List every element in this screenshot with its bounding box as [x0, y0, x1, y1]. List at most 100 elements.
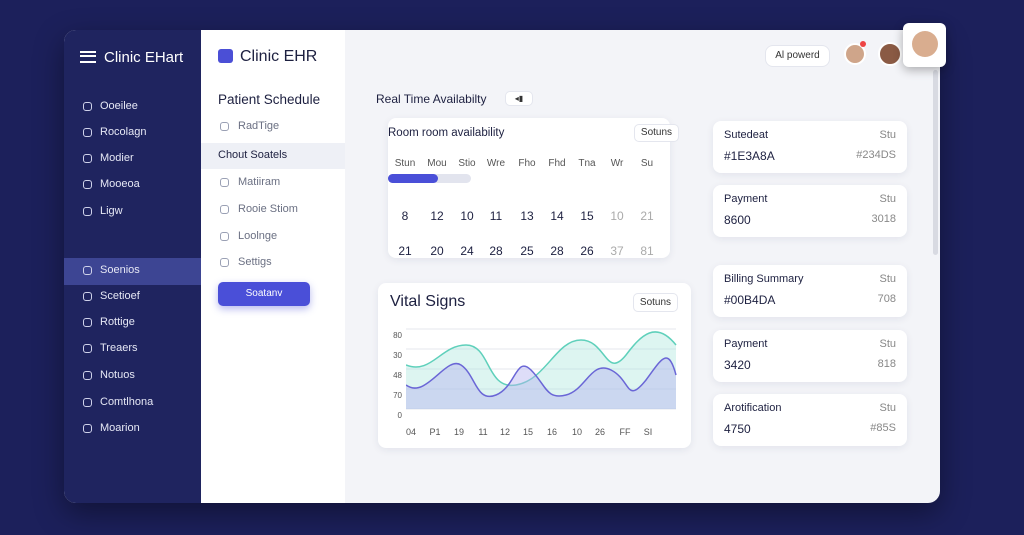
active-highlight	[64, 258, 201, 285]
primary-button[interactable]: Soatanv	[218, 282, 310, 306]
y-label: 48	[393, 371, 402, 380]
card-tag: Stu	[879, 402, 896, 414]
profile-card[interactable]	[903, 23, 946, 67]
nav-icon	[83, 424, 92, 433]
x-label: 15	[522, 427, 533, 437]
card-value: 3420	[724, 358, 751, 372]
nav-item[interactable]: Ooeilee	[100, 100, 138, 112]
date-cell[interactable]: 81	[640, 244, 654, 258]
nav-icon	[220, 205, 229, 214]
date-cell[interactable]: 26	[580, 244, 594, 258]
date-cell[interactable]: 8	[401, 209, 409, 223]
date-cell[interactable]: 21	[640, 209, 654, 223]
card-title: Room room availability	[388, 127, 505, 139]
date-cell[interactable]: 28	[489, 244, 503, 258]
nav-item[interactable]: Rottige	[100, 316, 135, 328]
logo-icon	[218, 49, 233, 63]
date-cell[interactable]: 21	[398, 244, 412, 258]
x-label: P1	[429, 427, 441, 437]
summary-card[interactable]: Payment Stu 8600 3018	[713, 185, 907, 237]
wave-line	[406, 331, 677, 386]
summary-card[interactable]: Arotification Stu 4750 #85S	[713, 394, 907, 446]
nav-item[interactable]: RadTige	[238, 120, 280, 132]
summary-card[interactable]: Sutedeat Stu #1E3A8A #234DS	[713, 121, 907, 173]
wave-area	[406, 331, 676, 409]
nav-icon	[83, 207, 92, 216]
nav-icon	[220, 232, 229, 241]
card-title: Payment	[724, 193, 768, 205]
day-label: Su	[640, 158, 654, 169]
card-tag: Stu	[879, 129, 896, 141]
nav-icon	[220, 122, 229, 131]
date-cell[interactable]: 10	[460, 209, 474, 223]
nav-icon	[83, 266, 92, 275]
nav-item[interactable]: Modier	[100, 152, 134, 164]
nav-item[interactable]: Notuos	[100, 369, 135, 381]
nav-item[interactable]: Comtlhona	[100, 396, 154, 408]
nav-icon	[83, 398, 92, 407]
card-title: Arotification	[724, 402, 782, 414]
date-cell[interactable]: 11	[489, 209, 503, 223]
card-aside: #234DS	[856, 149, 896, 161]
vitals-plot	[406, 328, 677, 410]
avatar[interactable]	[878, 42, 902, 66]
nav-icon	[83, 128, 92, 137]
nav-item[interactable]: Moarion	[100, 422, 140, 434]
card-value: #00B4DA	[724, 293, 776, 307]
nav-item[interactable]: Loolnge	[238, 230, 278, 242]
nav-icon	[83, 344, 92, 353]
nav-item[interactable]: Scetioef	[100, 290, 140, 302]
date-cell[interactable]: 12	[430, 209, 444, 223]
y-label: 80	[393, 331, 402, 340]
avatar	[911, 31, 938, 57]
filter-pill[interactable]: Sotuns	[633, 293, 678, 312]
toggle[interactable]: ◂▮	[505, 91, 533, 106]
app-window: Clinic EHart Ooeilee Rocolagn Modier Mooeoa…	[64, 30, 940, 503]
x-label: 16	[546, 427, 557, 437]
date-cell[interactable]: 15	[580, 209, 594, 223]
date-cell[interactable]: 13	[520, 209, 534, 223]
nav-item[interactable]: Rooie Stiom	[238, 203, 298, 215]
nav-item[interactable]: Matiiram	[238, 176, 281, 188]
card-title: Sutedeat	[724, 129, 769, 141]
avatar[interactable]	[844, 43, 866, 65]
date-cell[interactable]: 14	[550, 209, 564, 223]
nav-icon	[83, 154, 92, 163]
menu-icon[interactable]	[80, 51, 96, 63]
nav-icon	[83, 180, 92, 189]
y-label: 70	[393, 391, 402, 400]
nav-item[interactable]: Treaers	[100, 342, 138, 354]
date-cell[interactable]: 24	[460, 244, 474, 258]
nav-item[interactable]: Ligw	[100, 205, 123, 217]
date-cell[interactable]: 25	[520, 244, 534, 258]
filter-pill[interactable]: Sotuns	[634, 124, 679, 142]
card-aside: 3018	[871, 213, 896, 225]
date-cell[interactable]: 10	[610, 209, 624, 223]
date-cell[interactable]: 37	[610, 244, 624, 258]
wave-line	[406, 357, 677, 398]
vitals-card: Vital Signs Sotuns 80 30 48 70 0 04 P1 19 11 12 15…	[378, 283, 691, 448]
card-tag: Stu	[879, 338, 896, 350]
notification-dot	[860, 41, 866, 47]
summary-card[interactable]: Billing Summary Stu #00B4DA 708	[713, 265, 907, 317]
nav-item[interactable]: Rocolagn	[100, 126, 147, 138]
nav-icon	[83, 371, 92, 380]
room-card: Room room availability Sotuns Stun Mou Sti…	[388, 118, 679, 258]
date-cell[interactable]: 20	[430, 244, 444, 258]
nav-item[interactable]: Mooeoa	[100, 178, 140, 190]
card-title: Billing Summary	[724, 273, 804, 285]
nav-icon	[220, 178, 229, 187]
summary-card[interactable]: Payment Stu 3420 818	[713, 330, 907, 382]
y-label: 0	[397, 411, 402, 420]
date-cell[interactable]: 28	[550, 244, 564, 258]
card-value: #1E3A8A	[724, 149, 775, 163]
card-aside: 818	[877, 358, 896, 370]
x-label: 12	[499, 427, 510, 437]
nav-item[interactable]: Soenios	[100, 264, 140, 276]
nav-item[interactable]: Chout Soatels	[218, 149, 288, 161]
nav-item[interactable]: Settigs	[238, 256, 272, 268]
day-label: Wre	[486, 158, 506, 169]
x-label: 19	[453, 427, 464, 437]
scrollbar[interactable]	[933, 70, 938, 255]
